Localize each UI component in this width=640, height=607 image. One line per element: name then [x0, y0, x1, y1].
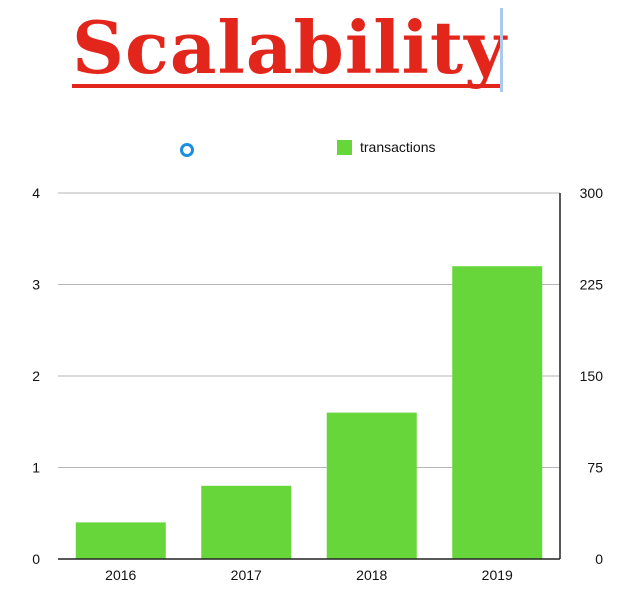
- x-tick-label: 2018: [356, 567, 387, 583]
- y-tick-right: 150: [580, 368, 604, 384]
- x-tick-label: 2016: [105, 567, 136, 583]
- legend-circle-icon: [180, 143, 194, 157]
- y-tick-right: 0: [595, 551, 603, 567]
- bar-2016: [75, 522, 166, 559]
- y-tick-left: 4: [32, 185, 40, 201]
- x-tick-label: 2019: [482, 567, 513, 583]
- bar-2018: [326, 412, 417, 559]
- y-tick-left: 0: [32, 551, 40, 567]
- bar-2017: [201, 485, 292, 559]
- title-underline: [72, 84, 500, 88]
- chart-title: Scalability: [72, 5, 507, 90]
- y-tick-left: 1: [32, 460, 40, 476]
- legend-swatch-transactions: [337, 140, 352, 155]
- y-tick-right: 300: [580, 185, 604, 201]
- y-tick-left: 3: [32, 277, 40, 293]
- x-tick-label: 2017: [231, 567, 262, 583]
- bar-2019: [452, 266, 543, 559]
- legend-label-transactions: transactions: [360, 139, 436, 155]
- y-tick-right: 75: [587, 460, 603, 476]
- y-tick-left: 2: [32, 368, 40, 384]
- text-cursor: [500, 8, 503, 92]
- y-tick-right: 225: [580, 277, 604, 293]
